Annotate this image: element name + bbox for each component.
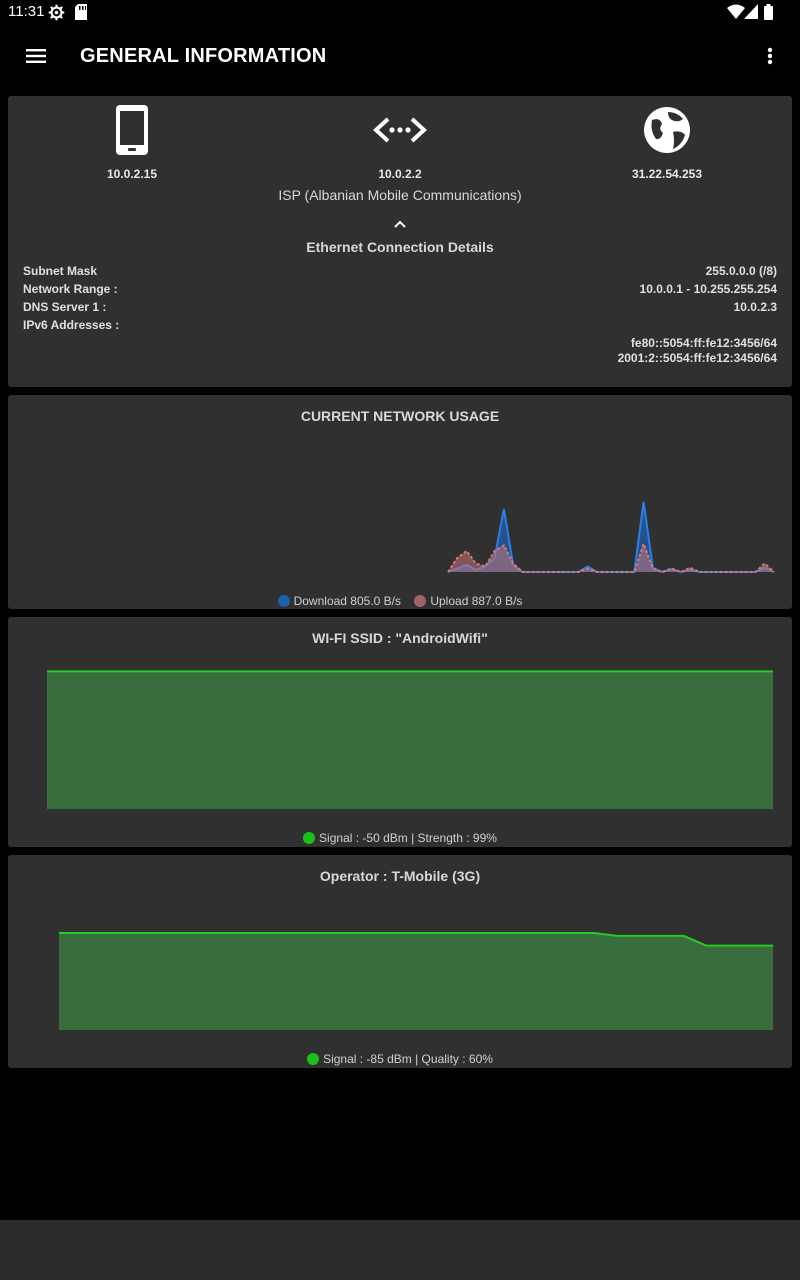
upload-series-area [448,544,774,572]
upload-series-line [447,541,775,574]
menu-button[interactable] [20,44,52,68]
globe-icon [644,107,690,153]
status-time: 11:31 [8,3,45,20]
detail-label: Subnet Mask [23,264,98,278]
wifi-legend-dot [303,832,316,844]
wifi-signal-chart [47,670,773,809]
upload-label: Upload 887.0 B/s [430,594,523,608]
usage-chart [447,501,775,574]
navigation-bar [0,1220,800,1280]
detail-value: 10.0.0.1 - 10.255.255.254 [639,282,777,296]
operator-signal-label: Signal : -85 dBm | Quality : 60% [323,1052,493,1066]
operator-legend: Signal : -85 dBm | Quality : 60% [8,1052,792,1066]
connection-card: 10.0.2.15 10.0.2.2 31.22.54.253 ISP (Alb… [8,96,792,387]
operator-legend-dot [307,1053,320,1065]
phone-icon [116,105,148,155]
sd-card-icon [75,4,87,20]
more-vert-icon [767,47,773,65]
gateway-ip: 10.0.2.2 [378,167,422,181]
gateway-arrows-icon [373,117,427,143]
hamburger-icon [26,49,46,63]
wifi-signal-series-area [47,671,773,809]
local-ip: 10.0.2.15 [106,167,158,181]
battery-icon [764,4,773,20]
settings-icon [48,4,65,21]
operator-title: Operator : T-Mobile (3G) [319,868,481,884]
operator-signal-series-area [59,933,773,1030]
signal-icon [744,4,758,19]
download-label: Download 805.0 B/s [293,594,401,608]
wifi-legend: Signal : -50 dBm | Strength : 99% [8,831,792,845]
status-bar: 11:31 [0,0,800,24]
download-legend-dot [277,595,290,607]
network-usage-card: CURRENT NETWORK USAGE Download 805.0 B/s… [8,395,792,609]
upload-legend-dot [414,595,427,607]
page-title: GENERAL INFORMATION [80,45,327,67]
detail-value: 10.0.2.3 [733,300,777,314]
wifi-icon [727,4,745,19]
detail-label: DNS Server 1 : [23,300,107,314]
device-column: 10.0.2.15 [42,104,222,181]
usage-legend: Download 805.0 B/s Upload 887.0 B/s [8,594,792,608]
detail-label: IPv6 Addresses : [23,318,120,332]
detail-value: 255.0.0.0 (/8) [705,264,777,278]
operator-card: Operator : T-Mobile (3G) Signal : -85 dB… [8,855,792,1068]
ethernet-details-title: Ethernet Connection Details [306,239,494,255]
wifi-signal-label: Signal : -50 dBm | Strength : 99% [319,831,497,845]
app-bar: GENERAL INFORMATION [0,24,800,88]
usage-title: CURRENT NETWORK USAGE [300,408,500,424]
isp-label: ISP (Albanian Mobile Communications) [278,187,522,203]
public-ip: 31.22.54.253 [631,167,703,181]
chevron-up-icon[interactable] [392,218,408,230]
overflow-menu-button[interactable] [756,44,784,68]
operator-signal-series-line [59,932,773,947]
wifi-card: WI-FI SSID : "AndroidWifi" Signal : -50 … [8,617,792,847]
operator-signal-chart [59,932,773,1030]
gateway-column: 10.0.2.2 [310,104,490,181]
ipv6-address: fe80::5054:ff:fe12:3456/64 [630,336,777,350]
detail-label: Network Range : [23,282,118,296]
wifi-title: WI-FI SSID : "AndroidWifi" [312,630,488,646]
public-column: 31.22.54.253 [577,104,757,181]
ipv6-address: 2001:2::5054:ff:fe12:3456/64 [617,351,777,365]
